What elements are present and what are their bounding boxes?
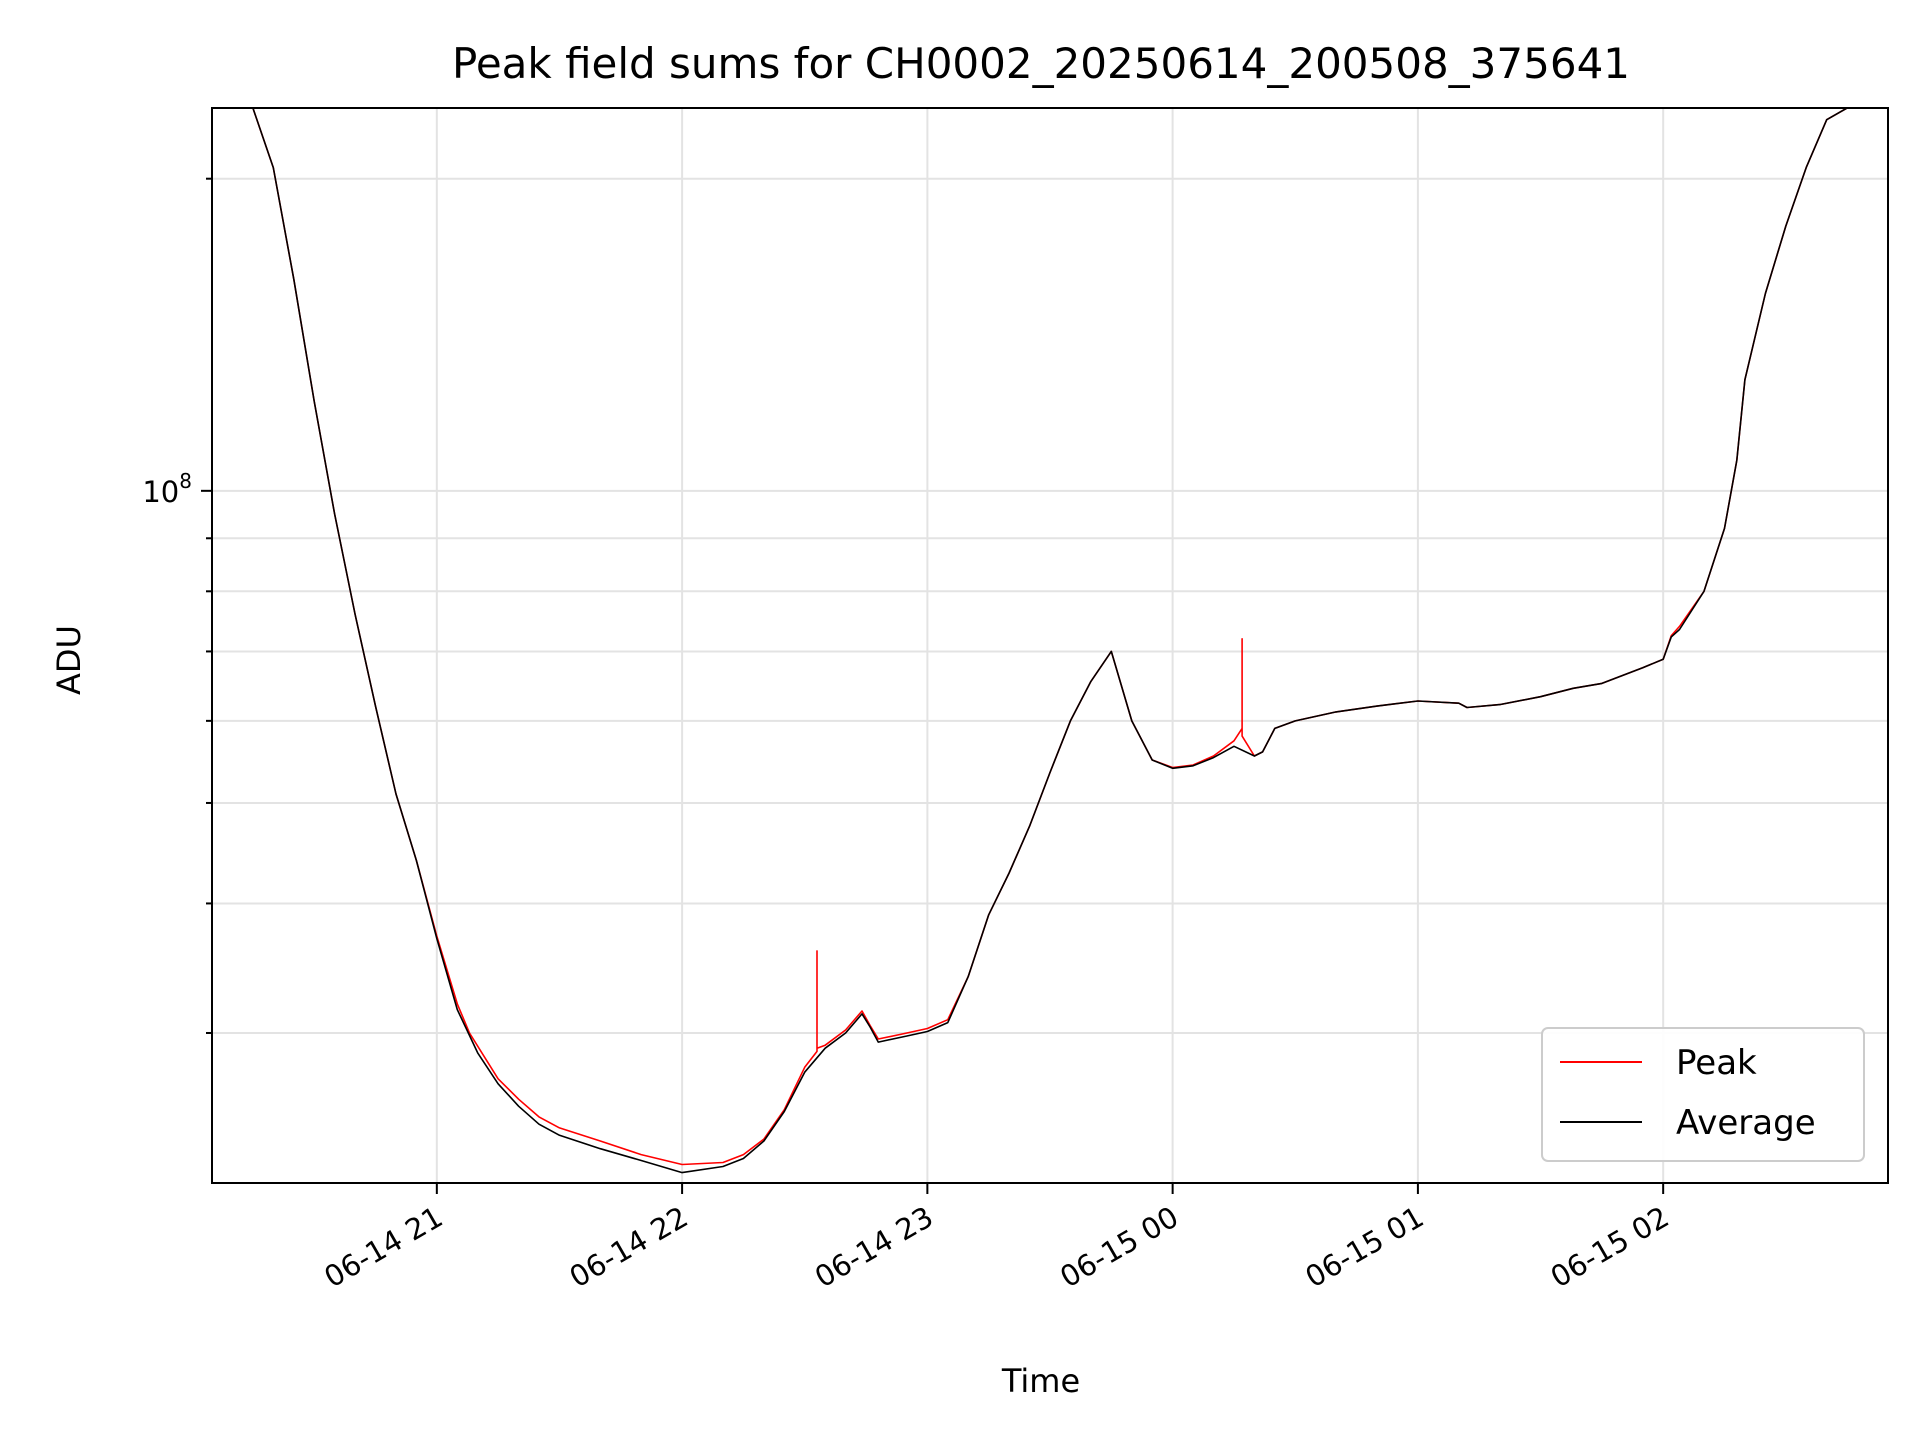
grid-layer <box>212 108 1888 1183</box>
y-tick-label-0: 108 <box>142 469 192 509</box>
legend-label-peak: Peak <box>1676 1043 1757 1083</box>
series-line-average <box>252 108 1848 1174</box>
legend: Peak Average <box>1541 1027 1865 1162</box>
chart-title: Peak field sums for CH0002_20250614_2005… <box>452 39 1630 88</box>
legend-label-average: Average <box>1676 1103 1816 1143</box>
x-axis-label: Time <box>1001 1362 1080 1400</box>
series-layer <box>252 108 1848 1174</box>
y-axis-label: ADU <box>50 625 88 695</box>
plot-frame <box>211 107 1889 1184</box>
